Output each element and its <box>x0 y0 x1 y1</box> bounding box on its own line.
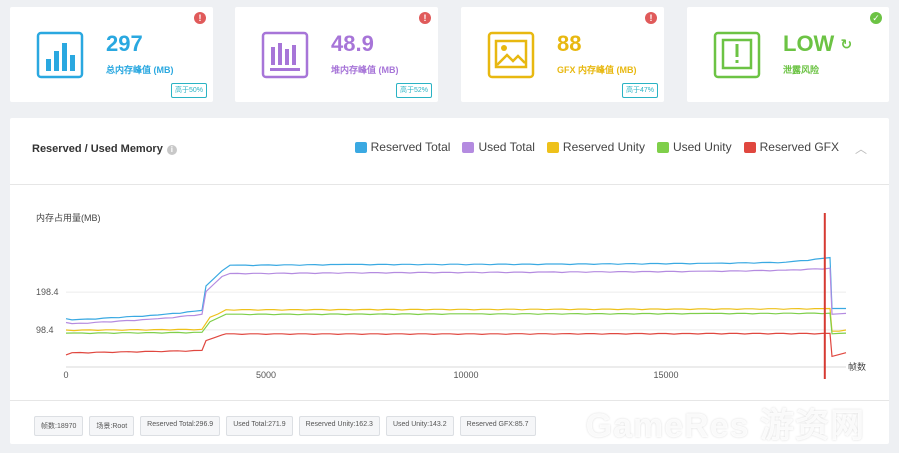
heap-memory-card: 48.9 堆内存峰值 (MB) 高于52% ! <box>235 7 438 102</box>
x-tick-label: 0 <box>63 370 68 380</box>
warning-icon: ! <box>194 12 206 24</box>
legend-swatch <box>462 141 475 153</box>
series-line-reserved-unity <box>65 307 847 332</box>
y-tick-label: 198.4 <box>36 287 59 297</box>
legend-reserved-gfx[interactable]: Reserved GFX <box>743 140 839 154</box>
stat-used-unity: Used Unity:143.2 <box>385 416 454 436</box>
legend-swatch <box>656 141 669 153</box>
stats-bar: 帧数:18970 场景:Root Reserved Total:296.9 Us… <box>34 416 536 436</box>
series-line-used-unity <box>65 312 847 335</box>
series-line-reserved-total <box>65 256 846 321</box>
check-icon: ✓ <box>870 12 882 24</box>
legend-swatch <box>546 141 559 153</box>
x-tick-label: 15000 <box>653 370 678 380</box>
collapse-icon[interactable]: ︿ <box>854 142 867 156</box>
watermark: GameRes 游资网 <box>585 407 865 445</box>
series-line-used-total <box>65 267 847 325</box>
legend-label: Reserved Unity <box>562 140 645 154</box>
total-memory-label: 总内存峰值 (MB) <box>106 65 174 75</box>
info-icon[interactable]: i <box>166 145 177 155</box>
legend-label: Used Total <box>478 140 535 154</box>
legend-used-unity[interactable]: Used Unity <box>656 140 732 154</box>
legend-label: Reserved Total <box>370 140 451 154</box>
memory-line-chart[interactable]: 内存占用量(MB) 帧数 98.4 198.4 0 5000 10000 15000 <box>10 185 880 385</box>
stat-reserved-total: Reserved Total:296.9 <box>140 416 221 436</box>
panel-divider <box>10 400 889 401</box>
stat-reserved-gfx: Reserved GFX:85.7 <box>459 416 536 436</box>
x-tick-label: 5000 <box>256 370 276 380</box>
total-memory-value: 297 <box>106 31 143 56</box>
heap-memory-value: 48.9 <box>331 31 374 56</box>
gfx-memory-card: 88 GFX 内存峰值 (MB) 高于47% ! <box>461 7 664 102</box>
total-memory-card: 297 总内存峰值 (MB) 高于50% ! <box>10 7 213 102</box>
stat-used-total: Used Total:271.9 <box>226 416 293 436</box>
image-icon <box>487 31 535 79</box>
warning-icon: ! <box>419 12 431 24</box>
y-tick-label: 98.4 <box>36 325 54 335</box>
legend-used-total[interactable]: Used Total <box>462 140 535 154</box>
y-axis-label: 内存占用量(MB) <box>36 212 101 223</box>
legend-reserved-unity[interactable]: Reserved Unity <box>546 140 645 154</box>
bar-chart-icon <box>36 31 84 79</box>
series-line-reserved-gfx <box>65 332 847 358</box>
heap-memory-label: 堆内存峰值 (MB) <box>331 65 399 75</box>
legend-label: Reserved GFX <box>759 140 839 154</box>
memory-panel: Reserved / Used Memory i Reserved Total U… <box>10 118 889 444</box>
leak-risk-text: LOW <box>783 31 835 56</box>
x-tick-label: 10000 <box>453 370 478 380</box>
warning-icon: ! <box>645 12 657 24</box>
x-axis-label: 帧数 <box>848 361 866 372</box>
heap-memory-badge: 高于52% <box>395 83 432 98</box>
leak-risk-label: 泄露风险 <box>783 65 820 75</box>
refresh-icon[interactable]: ↻ <box>840 36 853 52</box>
legend-swatch <box>743 141 756 153</box>
legend-swatch <box>354 141 367 153</box>
stat-scene: 场景:Root <box>89 416 135 436</box>
alert-box-icon <box>713 31 761 79</box>
panel-title-text: Reserved / Used Memory <box>32 143 163 155</box>
legend-label: Used Unity <box>672 140 732 154</box>
gfx-memory-label: GFX 内存峰值 (MB) <box>557 65 637 75</box>
stat-frame: 帧数:18970 <box>34 416 84 436</box>
histogram-icon <box>261 31 309 79</box>
panel-title: Reserved / Used Memory i <box>32 143 177 155</box>
panel-divider <box>10 184 889 185</box>
gfx-memory-badge: 高于47% <box>621 83 658 98</box>
leak-risk-card: LOW ↻ 泄露风险 ✓ <box>687 7 889 102</box>
total-memory-badge: 高于50% <box>170 83 207 98</box>
leak-risk-value: LOW ↻ <box>783 31 852 57</box>
stat-reserved-unity: Reserved Unity:162.3 <box>298 416 380 436</box>
chart-legend: Reserved Total Used Total Reserved Unity… <box>354 140 839 154</box>
legend-reserved-total[interactable]: Reserved Total <box>354 140 451 154</box>
gfx-memory-value: 88 <box>557 31 582 56</box>
